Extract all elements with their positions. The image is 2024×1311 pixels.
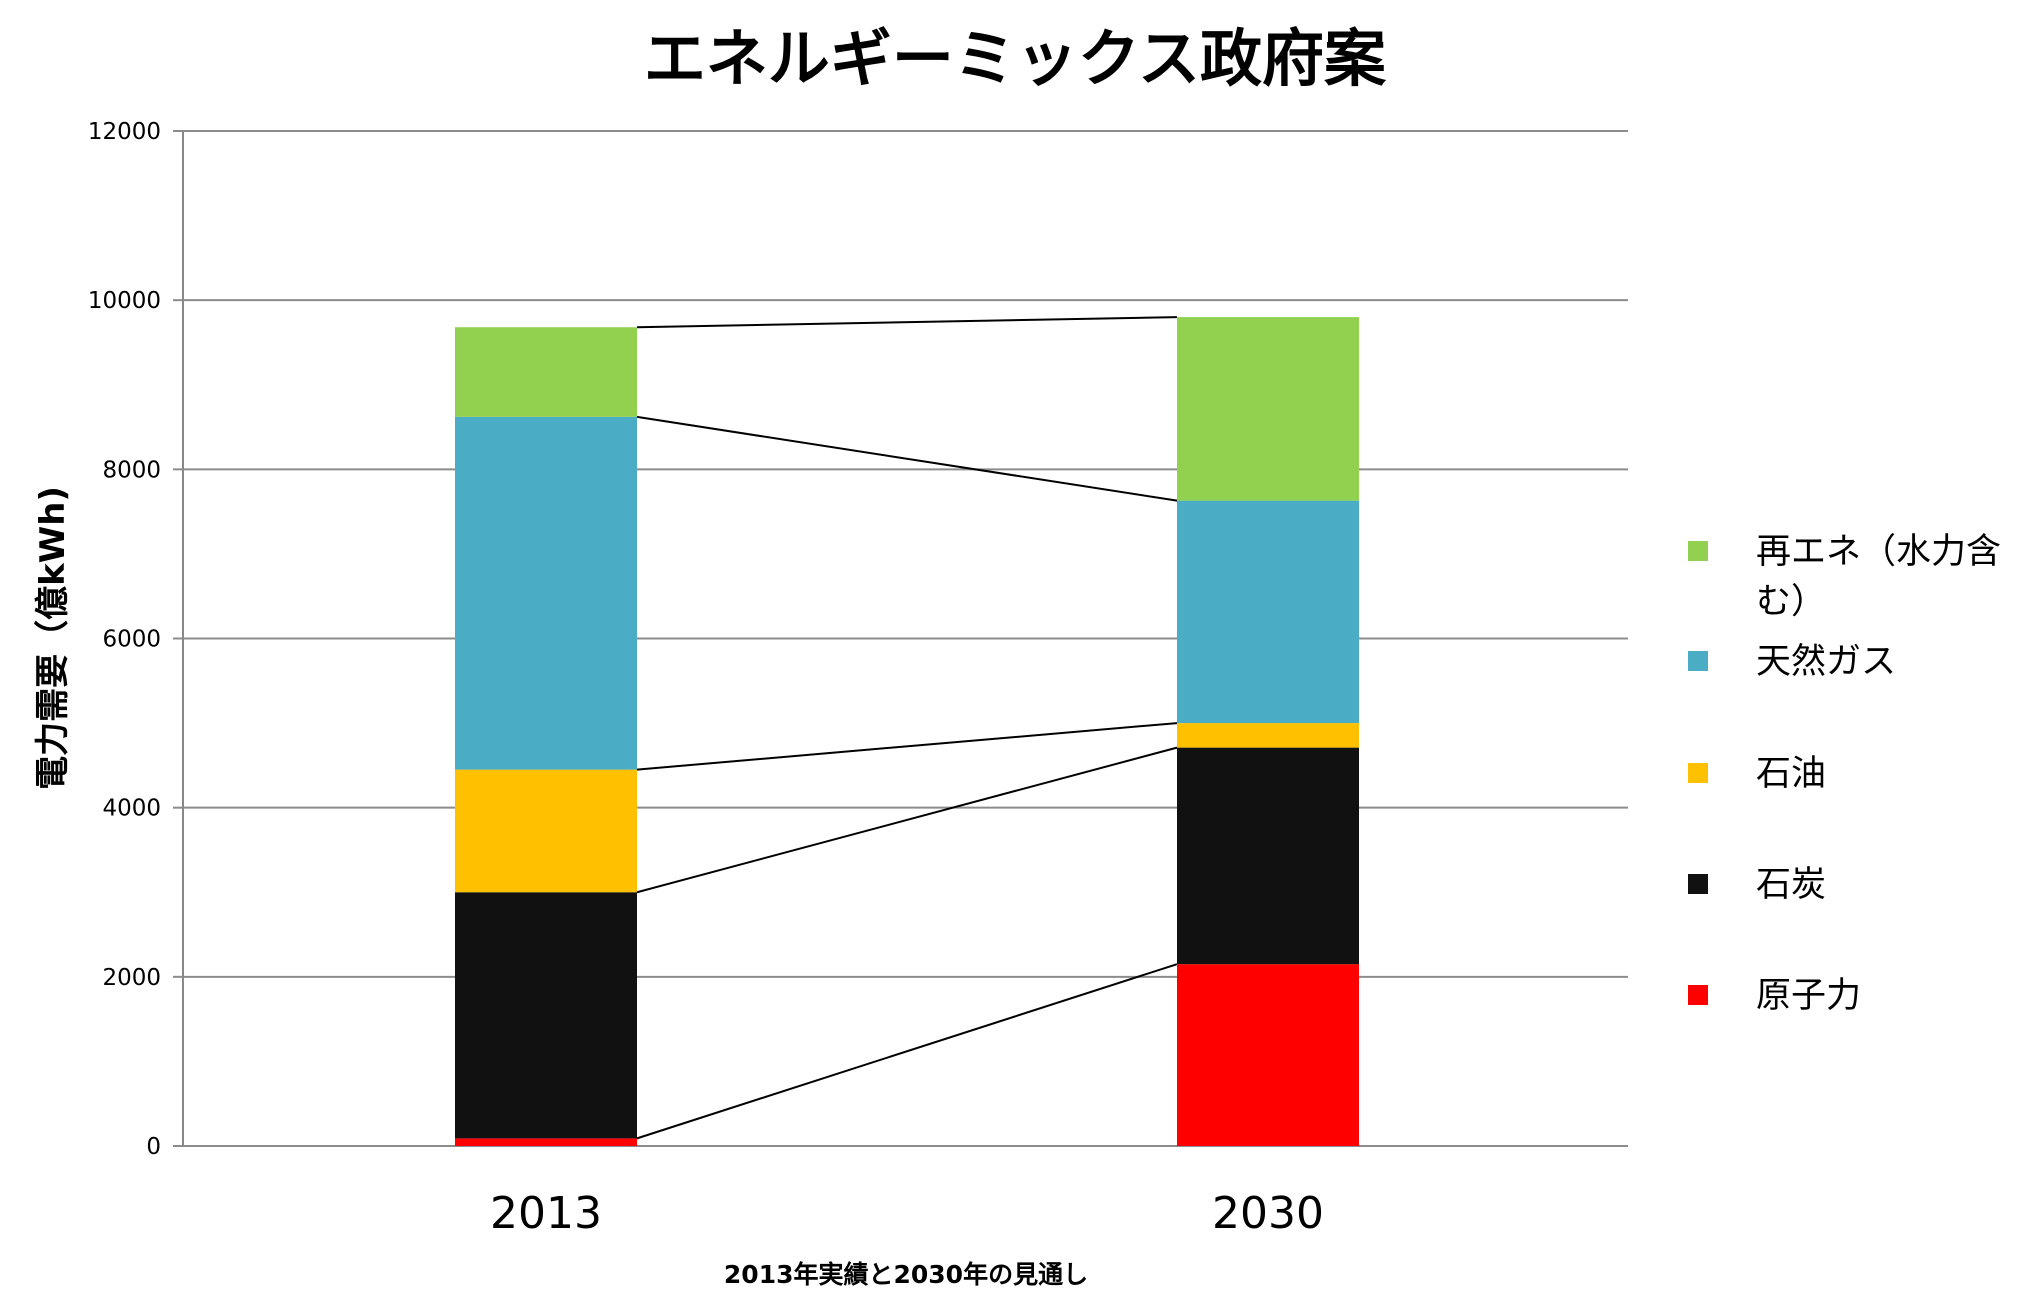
legend-swatch (1688, 763, 1708, 783)
y-tick-label: 6000 (102, 627, 161, 653)
legend-swatch (1688, 541, 1708, 561)
x-tick-label: 2013 (490, 1188, 602, 1239)
y-tick-label: 10000 (88, 288, 161, 314)
series-connector-line (636, 316, 1178, 329)
bar-segment (1177, 723, 1359, 748)
bar-segment (455, 892, 637, 1139)
y-axis-label: 電力需要（億kWh) (33, 486, 73, 790)
legend-label: 再エネ（水力含 (1756, 532, 2001, 572)
y-tick-label: 2000 (102, 965, 161, 991)
series-connector-line (636, 746, 1178, 894)
bar-segment (1177, 317, 1359, 501)
legend-label: 石炭 (1756, 865, 1826, 905)
legend-entry: 石油 (1688, 754, 1826, 794)
legend-label: む） (1756, 582, 1826, 622)
bars (455, 317, 1359, 1146)
chart-title: エネルギーミックス政府案 (644, 22, 1387, 95)
bar-segment (455, 327, 637, 417)
series-connectors (636, 316, 1178, 1140)
x-axis-label: 2013年実績と2030年の見通し (724, 1260, 1088, 1289)
y-tick-label: 4000 (102, 796, 161, 822)
y-tick-label: 12000 (88, 119, 161, 145)
bar-segment (455, 1138, 637, 1146)
legend-entry: 天然ガス (1688, 642, 1896, 682)
x-tick-labels: 2013 2030 (490, 1188, 1324, 1239)
bar-segment (1177, 500, 1359, 724)
bar-segment (455, 769, 637, 893)
y-tick-label: 8000 (102, 457, 161, 483)
legend-swatch (1688, 874, 1708, 894)
y-tick-labels: 0 2000 4000 6000 8000 10000 12000 (88, 119, 161, 1160)
y-tick-label: 0 (146, 1134, 161, 1160)
legend-entry: 石炭 (1688, 865, 1826, 905)
series-connector-line (636, 415, 1178, 502)
series-connector-line (636, 963, 1178, 1140)
bar-segment (1177, 747, 1359, 965)
legend-label: 原子力 (1756, 976, 1861, 1016)
bar-segment (1177, 964, 1359, 1146)
gridlines (173, 130, 1628, 1147)
series-connector-line (636, 722, 1178, 771)
legend-entry: 原子力 (1688, 976, 1861, 1016)
legend-swatch (1688, 985, 1708, 1005)
bar-segment (455, 416, 637, 770)
legend-label: 石油 (1756, 754, 1826, 794)
legend-label: 天然ガス (1756, 642, 1896, 682)
x-tick-label: 2030 (1212, 1188, 1324, 1239)
legend-swatch (1688, 651, 1708, 671)
